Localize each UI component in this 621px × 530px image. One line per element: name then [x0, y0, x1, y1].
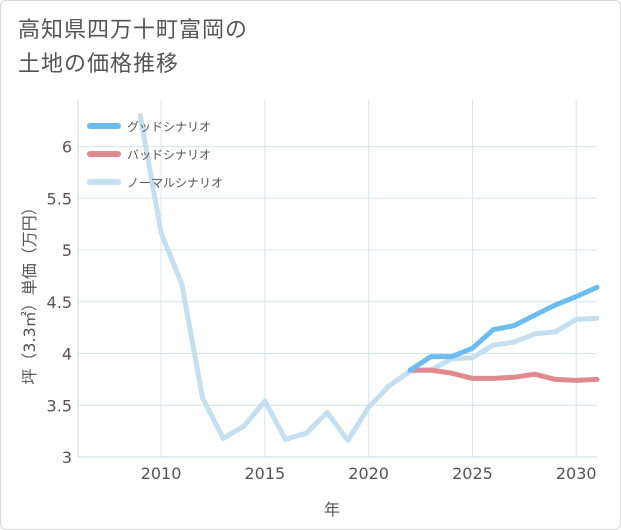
y-tick-label: 5.5: [47, 189, 72, 208]
series-line-bad-scenario: [407, 367, 600, 383]
x-tick-label: 2030: [556, 464, 597, 483]
y-tick-label: 5: [62, 241, 72, 260]
y-tick-label: 4: [62, 345, 72, 364]
chart-title-line-2: 土地の価格推移: [18, 52, 180, 77]
y-axis-label: 坪（3.3㎡）単価（万円）: [20, 199, 39, 384]
x-tick-label: 2015: [244, 464, 285, 483]
x-tick-label: 2020: [348, 464, 389, 483]
legend-label-good-scenario: グッドシナリオ: [127, 120, 211, 134]
x-tick-label: 2010: [141, 464, 182, 483]
chart-title-line-1: 高知県四万十町富岡の: [18, 18, 249, 43]
series-line-normal-scenario: [137, 113, 600, 443]
y-tick-label: 3: [62, 448, 72, 467]
legend-label-bad-scenario: バッドシナリオ: [127, 148, 211, 162]
series-line-good-scenario: [407, 284, 600, 373]
series-lines: [137, 113, 600, 443]
x-axis-label: 年: [324, 500, 340, 519]
y-tick-label: 4.5: [47, 293, 72, 312]
x-tick-label: 2025: [452, 464, 493, 483]
y-tick-label: 3.5: [47, 396, 72, 415]
y-tick-label: 6: [62, 138, 72, 157]
chart-title: 高知県四万十町富岡の 土地の価格推移: [18, 14, 248, 82]
axes: 3 3.5 4 4.5 5 5.5 6 2010 2015 2020 2025 2030: [47, 100, 597, 483]
legend-label-normal-scenario: ノーマルシナリオ: [127, 176, 223, 190]
